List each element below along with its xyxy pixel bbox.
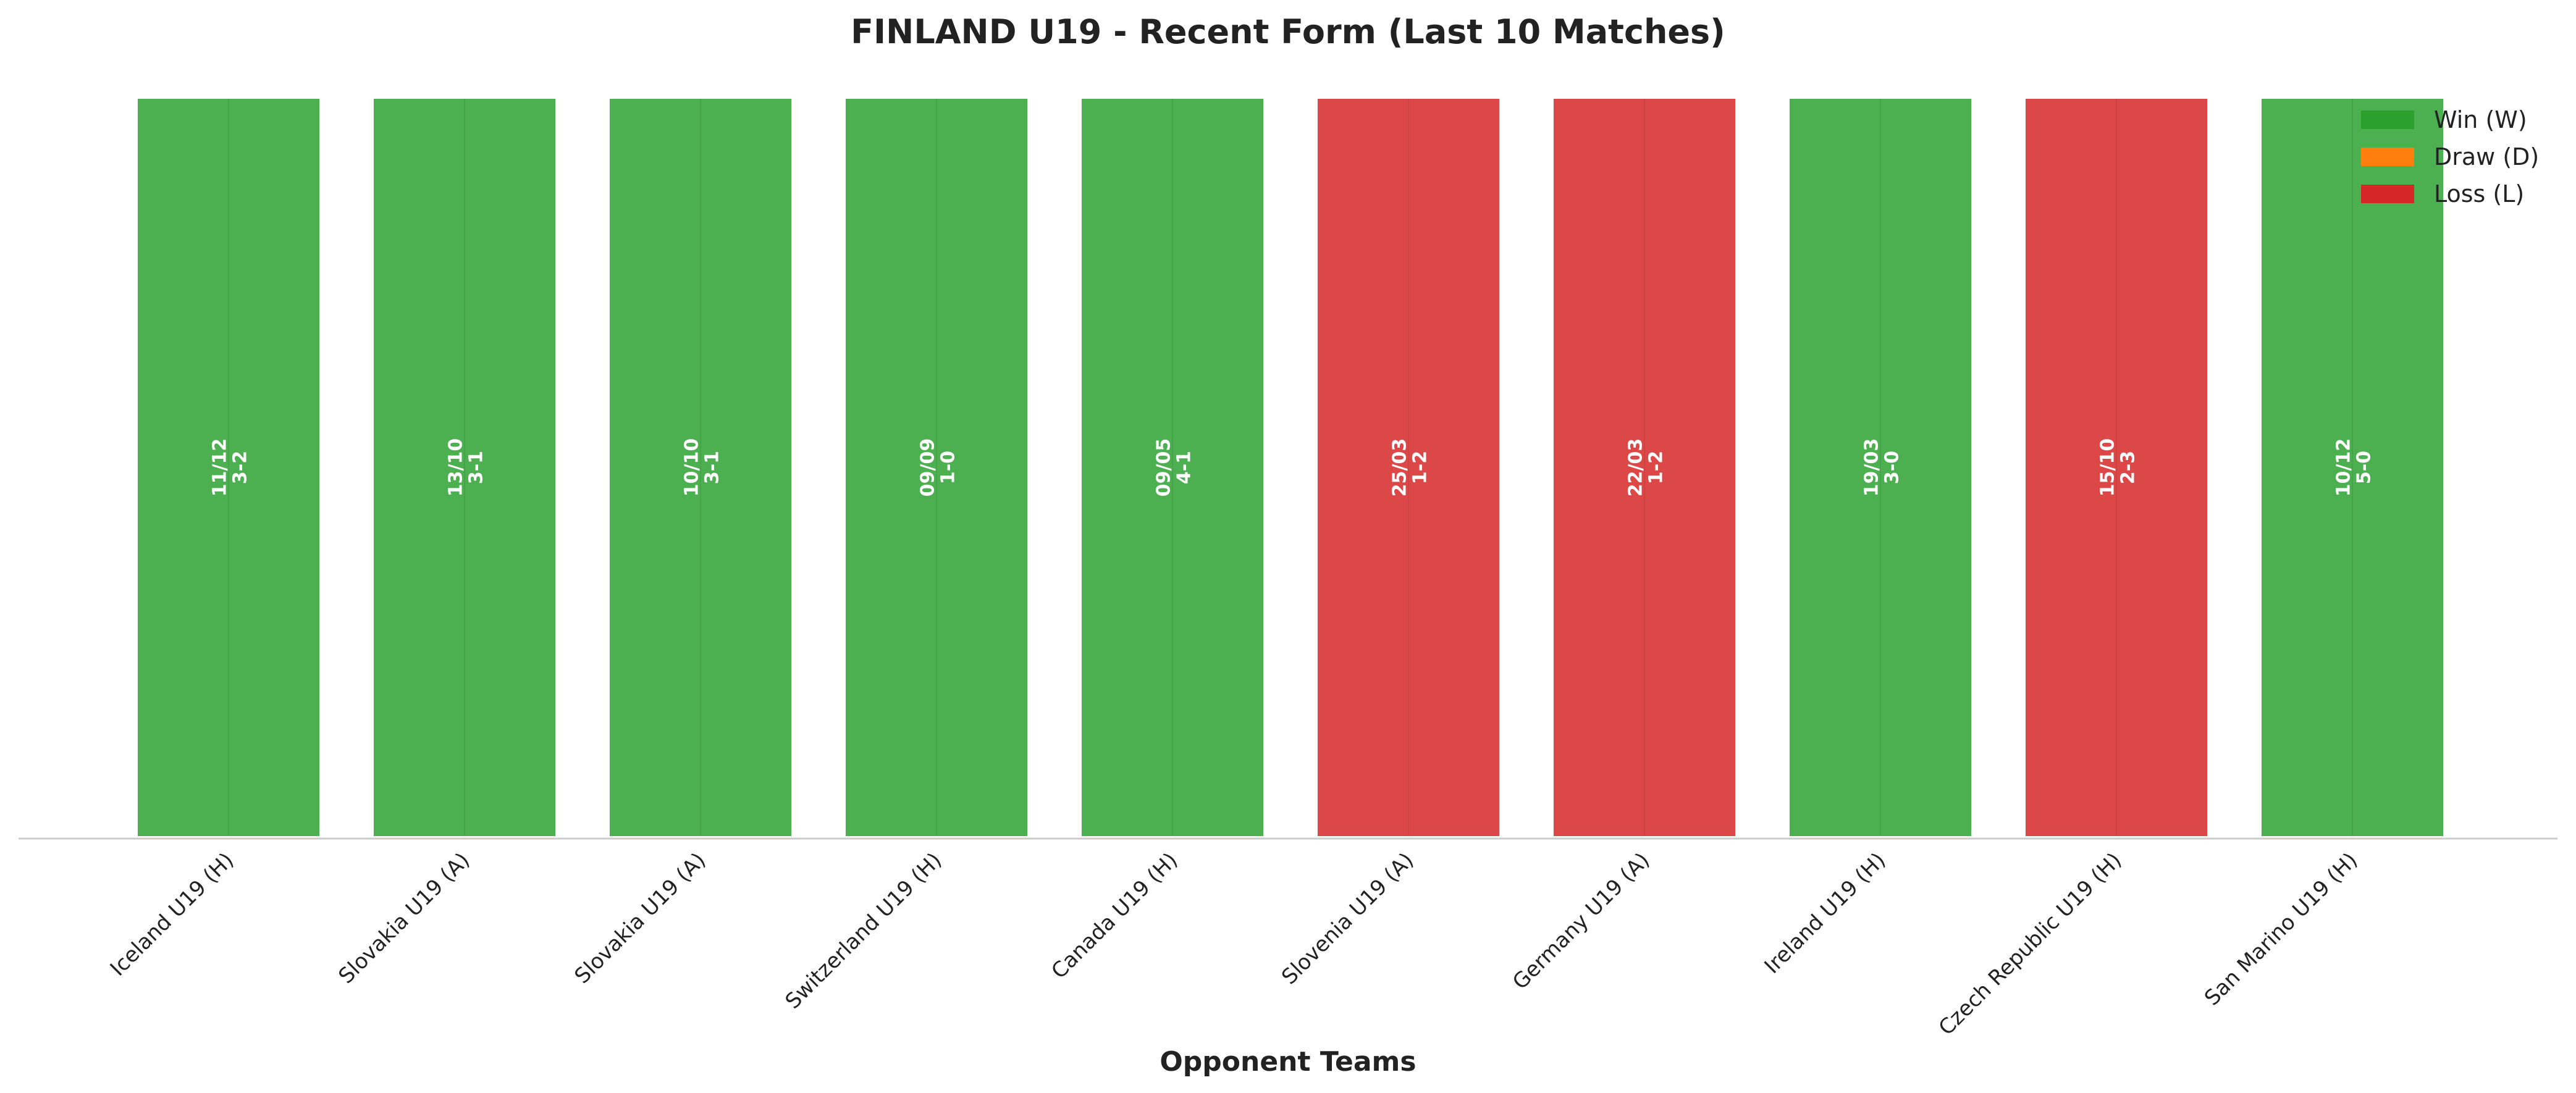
x-tick-label: Czech Republic U19 (H) xyxy=(1934,848,2127,1041)
bar-date: 13/10 xyxy=(445,438,467,496)
bar-4 xyxy=(843,96,1030,839)
bar-date: 09/09 xyxy=(917,438,939,496)
bar-7 xyxy=(1551,96,1738,839)
x-tick-label: Slovakia U19 (A) xyxy=(334,848,474,989)
x-tick-label: Ireland U19 (H) xyxy=(1760,848,1891,979)
legend-swatch-l xyxy=(2361,185,2414,203)
bar-date: 11/12 xyxy=(209,438,231,496)
bar-score: 3-2 xyxy=(230,451,251,484)
x-tick-labels: Iceland U19 (H) Slovakia U19 (A) Slovakia … xyxy=(106,848,2363,1041)
bar-score: 4-1 xyxy=(1174,451,1195,484)
x-tick-label: San Marino U19 (H) xyxy=(2200,848,2362,1010)
bar-date: 19/03 xyxy=(1861,438,1883,496)
bar-date: 10/12 xyxy=(2333,438,2355,496)
bar-label: 11/123-2 xyxy=(209,438,251,496)
x-axis-label: Opponent Teams xyxy=(1160,1046,1416,1078)
chart-title: FINLAND U19 - Recent Form (Last 10 Match… xyxy=(851,12,1725,51)
bar-1 xyxy=(135,96,322,839)
bar-2 xyxy=(371,96,558,839)
bar-score: 5-0 xyxy=(2354,451,2375,484)
bar-label: 10/103-1 xyxy=(681,438,723,496)
x-tick-label: Canada U19 (H) xyxy=(1046,848,1182,984)
x-tick-label: Iceland U19 (H) xyxy=(106,848,239,981)
bar-score: 3-1 xyxy=(702,451,723,484)
x-tick-label: Switzerland U19 (H) xyxy=(781,848,947,1014)
bar-date: 15/10 xyxy=(2097,438,2119,496)
bar-label: 13/103-1 xyxy=(445,438,487,496)
x-tick-label: Germany U19 (A) xyxy=(1508,848,1654,994)
bar-6 xyxy=(1315,96,1502,839)
bar-9 xyxy=(2023,96,2210,839)
legend: Win (W) Draw (D) Loss (L) xyxy=(2361,106,2539,207)
legend-swatch-w xyxy=(2361,111,2414,129)
bar-label: 15/102-3 xyxy=(2097,438,2139,496)
bars-group: 11/123-2 13/103-1 10/103-1 09/091-0 09/054-1… xyxy=(135,96,2446,839)
bar-3 xyxy=(607,96,794,839)
bar-5 xyxy=(1079,96,1266,839)
legend-label-l: Loss (L) xyxy=(2434,180,2524,207)
bar-8 xyxy=(1787,96,1974,839)
legend-label-w: Win (W) xyxy=(2434,106,2527,133)
bar-label: 09/091-0 xyxy=(917,438,959,496)
bar-score: 1-0 xyxy=(938,451,959,484)
bar-label: 25/031-2 xyxy=(1389,438,1431,496)
bar-10 xyxy=(2259,96,2446,839)
bar-score: 3-1 xyxy=(466,451,487,484)
bar-score: 2-3 xyxy=(2118,451,2139,484)
bar-label: 10/125-0 xyxy=(2333,438,2375,496)
bar-score: 1-2 xyxy=(1410,451,1431,484)
bar-date: 10/10 xyxy=(681,438,703,496)
legend-label-d: Draw (D) xyxy=(2434,143,2539,170)
bar-date: 09/05 xyxy=(1153,438,1175,496)
x-tick-label: Slovenia U19 (A) xyxy=(1277,848,1418,989)
bar-score: 1-2 xyxy=(1646,451,1667,484)
bar-label: 22/031-2 xyxy=(1625,438,1667,496)
bar-label: 09/054-1 xyxy=(1153,438,1195,496)
bar-label: 19/033-0 xyxy=(1861,438,1903,496)
bar-date: 25/03 xyxy=(1389,438,1411,496)
legend-swatch-d xyxy=(2361,148,2414,166)
bar-score: 3-0 xyxy=(1882,451,1903,484)
x-tick-label: Slovakia U19 (A) xyxy=(570,848,710,989)
bar-date: 22/03 xyxy=(1625,438,1647,496)
